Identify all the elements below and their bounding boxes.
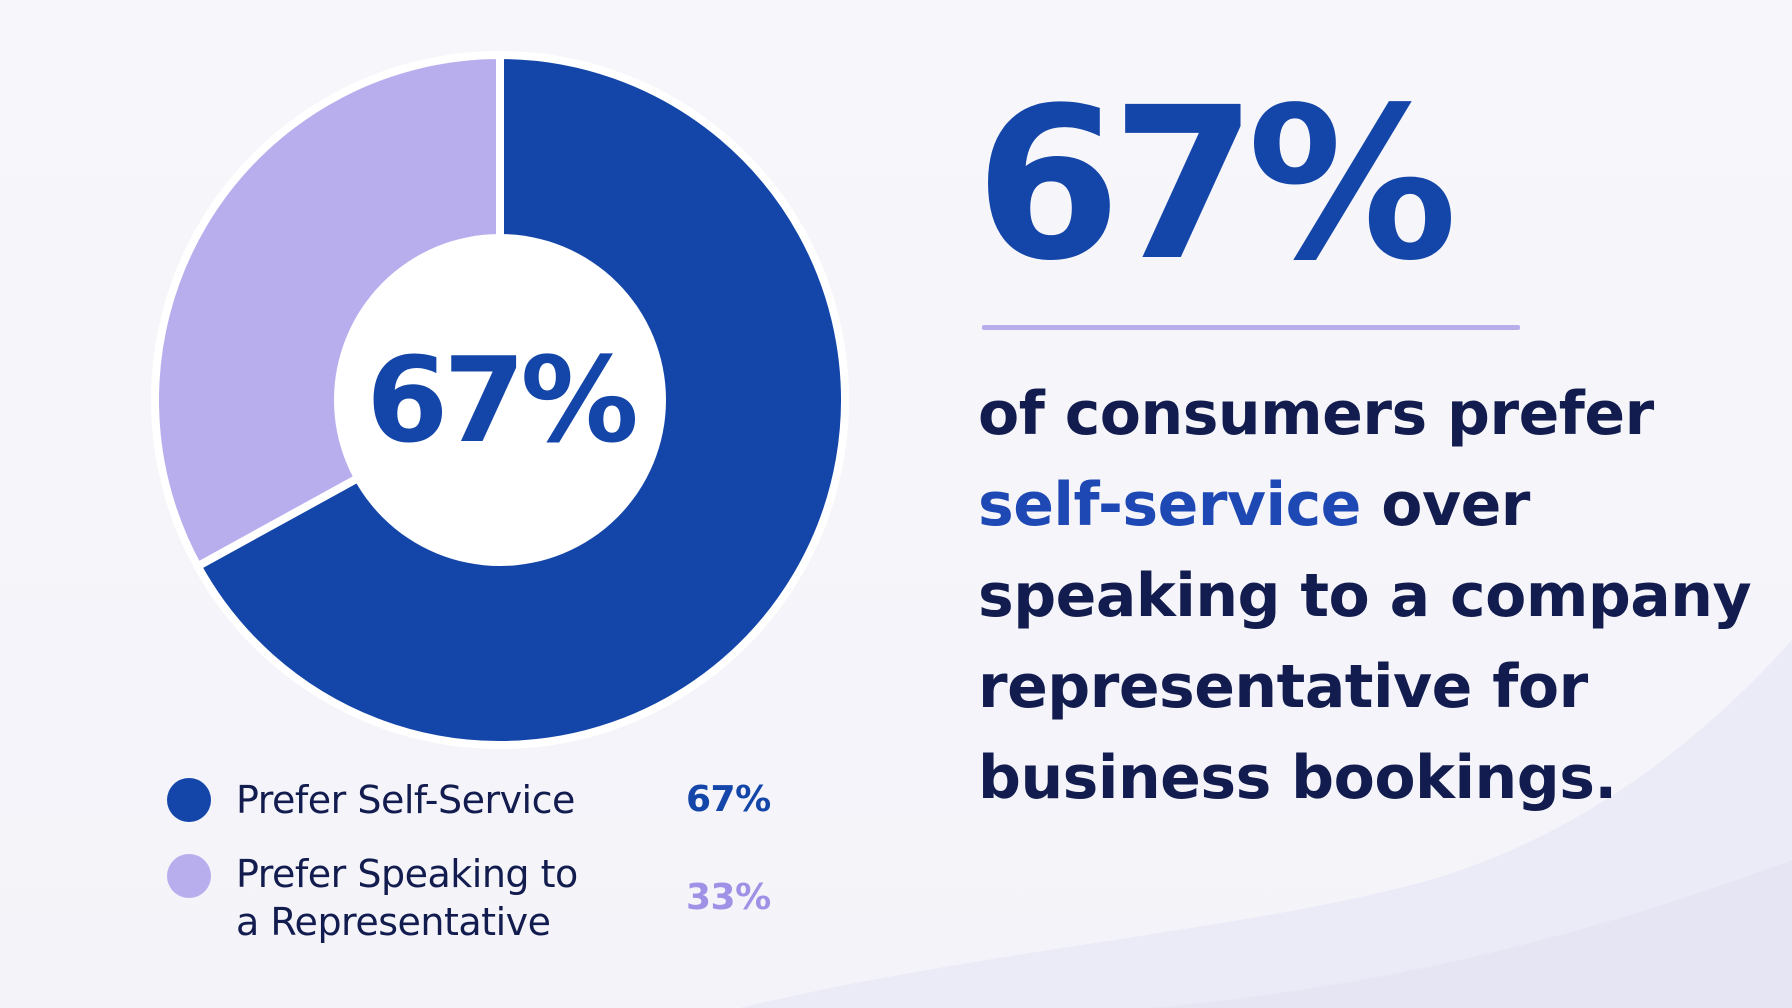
statement-text: of consumers prefer bbox=[978, 379, 1654, 449]
legend-value-representative: 33% bbox=[686, 877, 771, 918]
legend-swatch-self-service bbox=[167, 778, 211, 822]
headline-stat: 67% bbox=[975, 62, 1458, 307]
legend-swatch-representative bbox=[167, 854, 211, 898]
statement-highlight: self-service bbox=[978, 470, 1361, 540]
legend-label-self-service: Prefer Self-Service bbox=[236, 778, 575, 822]
statement-text-end: over speaking to a company representativ… bbox=[978, 470, 1752, 813]
legend-label-representative: Prefer Speaking to a Representative bbox=[236, 852, 578, 944]
stat-statement: of consumers prefer self-service over sp… bbox=[978, 369, 1758, 824]
divider bbox=[982, 325, 1520, 330]
donut-center-label: 67% bbox=[366, 331, 635, 469]
donut-hole bbox=[334, 234, 666, 566]
legend-value-self-service: 67% bbox=[686, 779, 771, 820]
